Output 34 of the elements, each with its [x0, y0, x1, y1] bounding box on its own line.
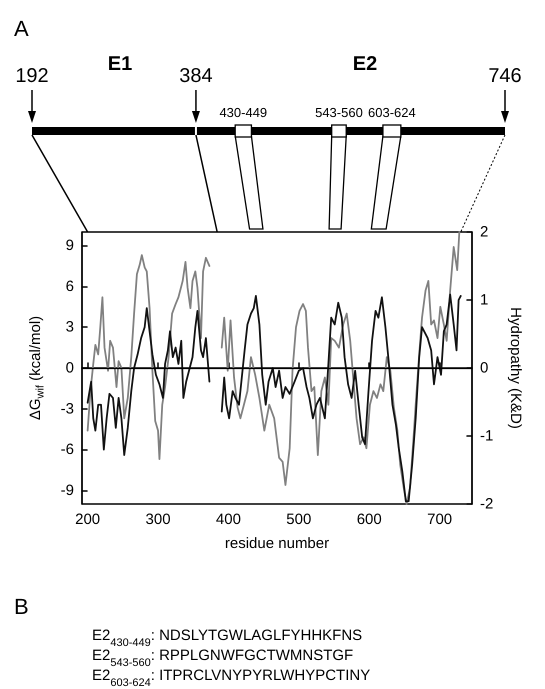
- x-tick-label: 300: [146, 511, 171, 528]
- text: 746: [488, 65, 522, 87]
- text: 543-560: [315, 105, 363, 120]
- y-tick-label: -3: [60, 400, 74, 418]
- x-tick-label: 700: [427, 511, 452, 528]
- text: 192: [15, 65, 49, 87]
- y2-tick-label: 1: [480, 292, 488, 308]
- y-tick-label: 0: [66, 360, 74, 376]
- text: E2$_{603-624}$: ITPRCLVNYPYRLWHYPCTINY: [92, 667, 370, 689]
- text: 603-624: [368, 105, 416, 120]
- y-tick-label: 6: [66, 278, 74, 295]
- x-tick-label: 400: [216, 511, 241, 528]
- y2-tick-label: -2: [480, 496, 494, 512]
- text: E1: [108, 53, 132, 75]
- text: A: [14, 16, 29, 41]
- text: 430-449: [219, 105, 268, 120]
- x-tick-label: 600: [356, 511, 382, 528]
- text: E2$_{543-560}$: RPPLGNWFGCTWMNSTGF: [92, 647, 354, 669]
- x-tick-label: 500: [286, 511, 312, 528]
- y2-tick-label: -1: [480, 428, 494, 444]
- x-axis-title: residue number: [224, 535, 330, 552]
- text: 384: [179, 65, 213, 87]
- y-tick-label: 3: [66, 318, 74, 336]
- text: E2$_{430-449}$: NDSLYTGWLAGLFYHHKFNS: [92, 627, 362, 649]
- text: B: [14, 594, 29, 619]
- y-tick-label: -6: [60, 441, 74, 458]
- y-tick-label: -9: [60, 482, 74, 499]
- y2-tick-label: 2: [480, 224, 488, 240]
- x-tick-label: 200: [75, 511, 100, 528]
- y-tick-label: 9: [66, 237, 74, 254]
- text: E2: [352, 53, 378, 75]
- y-axis-title: ΔGwif (kcal/mol): [27, 316, 46, 420]
- y2-tick-label: 0: [480, 360, 488, 376]
- y2-axis-title: Hydropathy (K&D): [507, 307, 524, 429]
